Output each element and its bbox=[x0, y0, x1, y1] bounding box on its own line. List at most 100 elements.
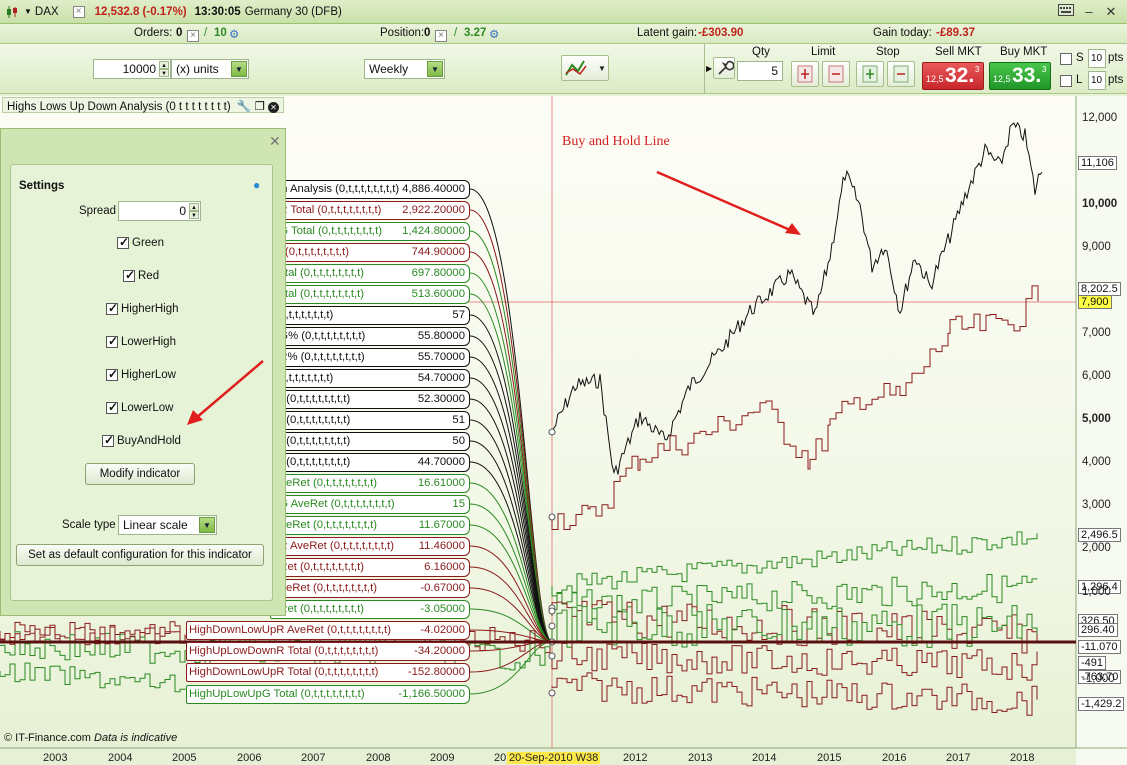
spin-down-icon[interactable]: ▼ bbox=[189, 211, 199, 219]
indicator-header[interactable]: Highs Lows Up Down Analysis (0 t t t t t… bbox=[2, 97, 284, 113]
stop-buy-button[interactable] bbox=[856, 61, 884, 87]
series-label[interactable]: nR Total (0,t,t,t,t,t,t,t,t) 2,922.20000 bbox=[270, 201, 470, 220]
units-select[interactable]: (x) units ▼ bbox=[171, 59, 249, 79]
series-label[interactable]: nG% (0,t,t,t,t,t,t,t,t) 55.80000 bbox=[270, 327, 470, 346]
series-label-name: 0,t,t,t,t,t,t,t,t) bbox=[273, 372, 334, 384]
series-connector-line bbox=[469, 641, 553, 695]
series-label-name: HighUpLowUpG Total (0,t,t,t,t,t,t,t,t) bbox=[189, 688, 365, 700]
set-default-config-button[interactable]: Set as default configuration for this in… bbox=[16, 544, 264, 566]
series-label-name: nG AveRet (0,t,t,t,t,t,t,t,t) bbox=[273, 498, 395, 510]
wrench-icon[interactable]: 🔧 bbox=[236, 101, 252, 113]
spread-input[interactable]: 0 ▲ ▼ bbox=[118, 201, 201, 221]
window-icon[interactable]: ❐ bbox=[254, 101, 265, 113]
series-label[interactable]: nR% (0,t,t,t,t,t,t,t,t) 55.70000 bbox=[270, 348, 470, 367]
minimize-icon[interactable]: – bbox=[1085, 4, 1093, 19]
y-tick-label: 296.40 bbox=[1078, 623, 1118, 637]
x-tick-label: 2015 bbox=[817, 752, 842, 764]
lowerlow-checkbox[interactable]: LowerLow bbox=[106, 400, 173, 414]
close-instrument-icon[interactable]: × bbox=[72, 5, 85, 18]
instrument-name: DAX bbox=[34, 5, 59, 18]
series-label-value: 44.70000 bbox=[417, 456, 465, 468]
curve-node-marker bbox=[548, 428, 556, 436]
limit-points-input[interactable]: 10 bbox=[1088, 71, 1106, 90]
limit-buy-button[interactable] bbox=[791, 61, 819, 87]
series-label[interactable]: AveRet (0,t,t,t,t,t,t,t,t) 11.67000 bbox=[270, 516, 470, 535]
close-window-icon[interactable]: ✕ bbox=[1105, 4, 1117, 19]
series-label-value: -4.02000 bbox=[420, 624, 465, 636]
stop-sell-button[interactable] bbox=[887, 61, 915, 87]
stop-points-input[interactable]: 10 bbox=[1088, 49, 1106, 68]
series-label[interactable]: wn Analysis (0,t,t,t,t,t,t,t,t) 4,886.400… bbox=[270, 180, 470, 199]
x-tick-label: 2014 bbox=[752, 752, 777, 764]
limit-sell-button[interactable] bbox=[822, 61, 850, 87]
curve-node-marker bbox=[548, 513, 556, 521]
series-label[interactable]: 0,t,t,t,t,t,t,t,t) 57 bbox=[270, 306, 470, 325]
sell-market-button[interactable]: 12,5 32. 3 bbox=[922, 62, 984, 90]
spin-up-icon[interactable]: ▲ bbox=[159, 61, 169, 69]
series-label[interactable]: Total (0,t,t,t,t,t,t,t,t) 513.60000 bbox=[270, 285, 470, 304]
qty-label: Qty bbox=[752, 46, 770, 58]
spin-up-icon[interactable]: ▲ bbox=[189, 203, 199, 211]
close-panel-icon[interactable]: ✕ bbox=[269, 133, 281, 149]
orders-gear-icon[interactable]: ⚙ bbox=[229, 29, 240, 41]
chart-tools-button[interactable]: ▼ bbox=[561, 55, 609, 81]
series-label[interactable]: AveRet (0,t,t,t,t,t,t,t,t) -0.67000 bbox=[270, 579, 470, 598]
series-label[interactable]: % (0,t,t,t,t,t,t,t,t) 44.70000 bbox=[270, 453, 470, 472]
buyandhold-checkbox[interactable]: BuyAndHold bbox=[102, 433, 181, 447]
instrument-dropdown[interactable]: ▼ DAX bbox=[24, 6, 59, 18]
help-bubble-icon[interactable]: ● bbox=[253, 178, 261, 192]
keyboard-icon[interactable] bbox=[1056, 3, 1076, 21]
higherlow-checkbox[interactable]: HigherLow bbox=[106, 367, 176, 381]
lowerhigh-checkbox[interactable]: LowerHigh bbox=[106, 334, 176, 348]
spin-down-icon[interactable]: ▼ bbox=[159, 69, 169, 77]
series-label[interactable]: % (0,t,t,t,t,t,t,t,t) 51 bbox=[270, 411, 470, 430]
copyright: © IT-Finance.com bbox=[4, 732, 91, 744]
series-label[interactable]: nG AveRet (0,t,t,t,t,t,t,t,t) 15 bbox=[270, 495, 470, 514]
position-amount[interactable]: 3.27 bbox=[464, 27, 487, 39]
green-checkbox[interactable]: Green bbox=[117, 235, 164, 249]
series-label[interactable]: HighUpLowDownR Total (0,t,t,t,t,t,t,t,t)… bbox=[186, 642, 470, 661]
x-tick-label: 2016 bbox=[882, 752, 907, 764]
series-label[interactable]: % (0,t,t,t,t,t,t,t,t) 52.30000 bbox=[270, 390, 470, 409]
series-label[interactable]: HighUpLowUpG Total (0,t,t,t,t,t,t,t,t) -1… bbox=[186, 685, 470, 704]
position-gear-icon[interactable]: ⚙ bbox=[489, 29, 500, 41]
wrench-button[interactable] bbox=[713, 57, 735, 79]
series-label[interactable]: nG Total (0,t,t,t,t,t,t,t,t) 1,424.80000 bbox=[270, 222, 470, 241]
period-select[interactable]: Weekly ▼ bbox=[364, 59, 445, 79]
series-label-value: 513.60000 bbox=[411, 288, 465, 300]
y-tick-label: 7,900 bbox=[1078, 295, 1112, 309]
position-value: 0 bbox=[424, 27, 431, 39]
wrench-icon bbox=[718, 60, 735, 75]
series-label[interactable]: al (0,t,t,t,t,t,t,t,t) 744.90000 bbox=[270, 243, 470, 262]
series-label-name: wn Analysis (0,t,t,t,t,t,t,t,t) bbox=[273, 183, 400, 195]
series-label[interactable]: HighDownLowUpR AveRet (0,t,t,t,t,t,t,t,t… bbox=[186, 621, 470, 640]
quantity-input[interactable]: 10000 ▲ ▼ bbox=[93, 59, 171, 79]
series-label[interactable]: nR AveRet (0,t,t,t,t,t,t,t,t) 11.46000 bbox=[270, 537, 470, 556]
expand-arrow-icon[interactable]: ▶ bbox=[706, 64, 713, 73]
close-indicator-icon[interactable]: ✕ bbox=[267, 102, 279, 113]
series-label[interactable]: Total (0,t,t,t,t,t,t,t,t) 697.80000 bbox=[270, 264, 470, 283]
red-checkbox[interactable]: Red bbox=[123, 268, 159, 282]
orders-value: 0 bbox=[176, 27, 183, 39]
y-tick-label: -763.70 bbox=[1078, 670, 1122, 684]
series-label-value: -1,166.50000 bbox=[398, 688, 465, 700]
y-tick-label: 3,000 bbox=[1082, 499, 1111, 511]
limit-checkbox[interactable] bbox=[1060, 75, 1072, 87]
limit-l-label: L bbox=[1076, 74, 1083, 86]
series-label-value: 52.30000 bbox=[417, 393, 465, 405]
higherhigh-checkbox[interactable]: HigherHigh bbox=[106, 301, 179, 315]
orders-total[interactable]: 10 bbox=[214, 27, 227, 39]
series-label[interactable]: eRet (0,t,t,t,t,t,t,t,t) 6.16000 bbox=[270, 558, 470, 577]
series-label[interactable]: AveRet (0,t,t,t,t,t,t,t,t) 16.61000 bbox=[270, 474, 470, 493]
series-label[interactable]: HighDownLowUpR Total (0,t,t,t,t,t,t,t,t)… bbox=[186, 663, 470, 682]
curve-node-marker bbox=[548, 689, 556, 697]
scale-type-select[interactable]: Linear scale ▼ bbox=[118, 515, 217, 535]
qty-input[interactable]: 5 bbox=[737, 61, 783, 81]
series-label[interactable]: 0,t,t,t,t,t,t,t,t) 54.70000 bbox=[270, 369, 470, 388]
stop-checkbox[interactable] bbox=[1060, 53, 1072, 65]
buy-market-button[interactable]: 12,5 33. 3 bbox=[989, 62, 1051, 90]
series-label[interactable]: eRet (0,t,t,t,t,t,t,t,t) -3.05000 bbox=[270, 600, 470, 619]
series-label[interactable]: % (0,t,t,t,t,t,t,t,t) 50 bbox=[270, 432, 470, 451]
limit-label: Limit bbox=[811, 46, 836, 58]
modify-indicator-button[interactable]: Modify indicator bbox=[85, 463, 195, 485]
